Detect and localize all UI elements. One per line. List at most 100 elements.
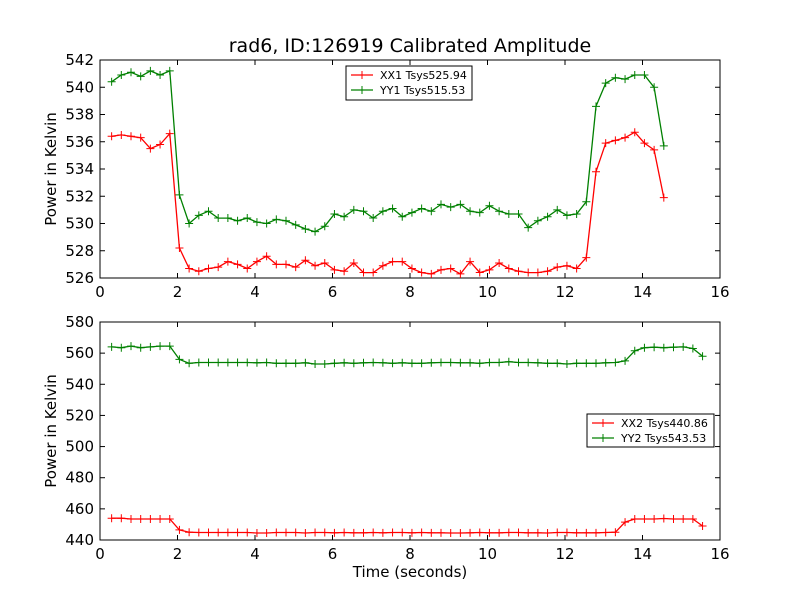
bottom-data-point [262,358,271,367]
top-data-point [359,207,368,216]
bottom-y-tick-label: 480 [65,469,94,487]
top-x-tick-label: 2 [173,283,183,301]
top-x-tick-label: 14 [633,283,652,301]
bottom-data-point [398,528,407,537]
top-legend-box [345,65,473,101]
bottom-y-tick-label: 560 [65,344,94,362]
bottom-data-point [524,528,533,537]
bottom-x-tick-label: 6 [328,545,338,563]
top-series-1 [107,128,668,278]
top-data-point [524,223,533,232]
bottom-data-point [650,514,659,523]
top-x-tick-label: 16 [710,283,729,301]
top-data-point [417,204,426,213]
bottom-data-point [524,358,533,367]
top-x-tick-label: 4 [250,283,260,301]
top-data-point [262,219,271,228]
bottom-data-point [369,528,378,537]
bottom-data-point [398,358,407,367]
bottom-data-point [359,528,368,537]
bottom-data-point [291,359,300,368]
bottom-data-point [146,342,155,351]
top-data-point [320,222,329,231]
top-data-point [252,218,261,227]
bottom-data-point [630,514,639,523]
top-data-point [214,214,223,223]
bottom-data-point [582,528,591,537]
top-data-point [146,144,155,153]
bottom-data-point [553,359,562,368]
top-data-point [601,79,610,88]
bottom-data-point [156,342,165,351]
bottom-data-point [495,528,504,537]
bottom-data-point [252,528,261,537]
top-data-point [204,207,213,216]
top-data-point [446,264,455,273]
top-data-point [127,132,135,141]
top-data-point [330,265,339,274]
top-data-point [185,264,194,273]
top-data-point [272,215,281,224]
top-data-point [407,264,416,273]
top-data-point [427,269,436,278]
top-data-point [388,204,397,213]
bottom-series-2 [107,342,707,369]
bottom-data-point [437,358,445,367]
top-x-tick-label: 0 [95,283,105,301]
bottom-data-point [679,342,688,351]
top-data-point [640,139,649,148]
bottom-data-point [679,514,688,523]
top-data-point [456,200,465,209]
top-data-point [378,207,387,216]
bottom-series-1 [107,514,707,537]
bottom-data-point [446,358,455,367]
bottom-y-tick-label: 460 [65,500,94,518]
top-data-point [340,267,349,276]
bottom-data-point [223,528,232,537]
bottom-axes: Power in Kelvin Time (seconds) 0 2 4 6 8 10 12… [42,313,730,581]
top-data-point [650,83,659,92]
bottom-data-point [475,528,484,537]
bottom-data-point [165,514,174,523]
top-y-tick-label: 528 [65,242,94,260]
top-data-point [175,244,184,253]
bottom-data-point [621,356,630,365]
top-legend-label: YY1 Tsys515.53 [379,84,465,97]
bottom-data-point [340,358,349,367]
bottom-data-point [388,359,397,368]
bottom-data-point [156,514,165,523]
top-data-point [349,259,358,268]
bottom-legend-marker [599,434,607,442]
bottom-data-point [233,358,242,367]
bottom-data-point [466,358,475,367]
top-data-point [398,212,407,221]
bottom-data-point [688,344,697,353]
top-data-point [243,264,252,273]
bottom-data-point [272,528,281,537]
top-data-point [582,253,591,262]
bottom-data-point [127,342,135,351]
bottom-data-point [562,528,571,537]
top-data-point [233,216,242,225]
bottom-x-axis-label: Time (seconds) [352,563,468,581]
top-data-point [524,268,533,277]
bottom-y-tick-label: 500 [65,438,94,456]
bottom-data-point [194,358,203,367]
top-data-point [369,268,378,277]
bottom-data-point [369,358,378,367]
bottom-data-point [349,359,358,368]
bottom-data-point [659,343,668,352]
top-data-point [127,68,135,77]
top-x-tick-label: 8 [405,283,415,301]
bottom-data-point [659,514,668,523]
top-data-point [437,200,445,209]
top-data-point [291,220,300,229]
top-data-point [117,70,126,79]
top-data-point [301,256,310,265]
bottom-data-point [282,528,290,537]
top-data-point [117,130,126,139]
bottom-data-point [688,514,697,523]
top-data-point [514,209,523,218]
bottom-data-point [514,358,523,367]
